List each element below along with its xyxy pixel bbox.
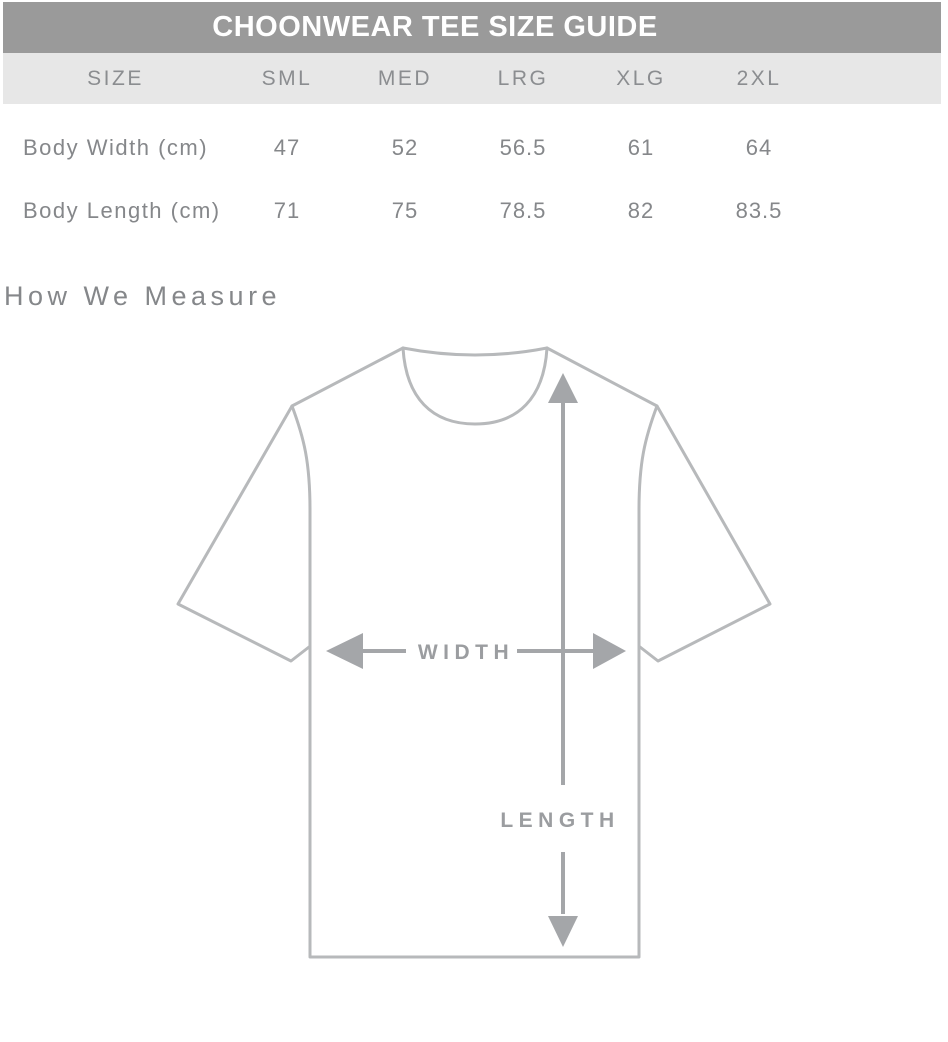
cell-value: 71: [273, 198, 301, 223]
table-row-body-width: Body Width (cm) 47 52 56.5 61 64: [3, 125, 941, 171]
column-header-med: MED: [377, 66, 433, 90]
column-header-2xl: 2XL: [736, 66, 782, 90]
cell-value: 47: [273, 135, 301, 160]
arrow-up-icon: [548, 373, 578, 403]
cell-value: 82: [627, 198, 655, 223]
width-label: WIDTH: [418, 641, 514, 664]
tshirt-outline: [176, 346, 772, 959]
width-arrow: [326, 633, 626, 669]
column-header-lrg: LRG: [497, 66, 549, 90]
column-header-size: SIZE: [87, 66, 144, 90]
size-table-header-row: SIZE SML MED LRG XLG 2XL: [3, 53, 941, 104]
arrow-left-icon: [326, 633, 363, 669]
cell-value: 56.5: [499, 135, 547, 160]
length-arrow: [548, 373, 578, 947]
arrow-down-icon: [548, 916, 578, 947]
cell-value: 52: [391, 135, 419, 160]
size-guide-title-bar: CHOONWEAR TEE SIZE GUIDE: [3, 2, 941, 53]
column-header-sml: SML: [261, 66, 313, 90]
row-label: Body Width (cm): [23, 135, 209, 160]
how-we-measure-heading: How We Measure: [4, 281, 282, 311]
row-label: Body Length (cm): [23, 198, 221, 223]
arrow-right-icon: [593, 633, 626, 669]
cell-value: 78.5: [499, 198, 547, 223]
column-header-xlg: XLG: [616, 66, 666, 90]
size-guide-title: CHOONWEAR TEE SIZE GUIDE: [212, 11, 658, 43]
length-label: LENGTH: [500, 809, 619, 832]
table-row-body-length: Body Length (cm) 71 75 78.5 82 83.5: [3, 188, 941, 234]
cell-value: 75: [391, 198, 419, 223]
cell-value: 61: [627, 135, 655, 160]
cell-value: 83.5: [735, 198, 783, 223]
cell-value: 64: [745, 135, 773, 160]
